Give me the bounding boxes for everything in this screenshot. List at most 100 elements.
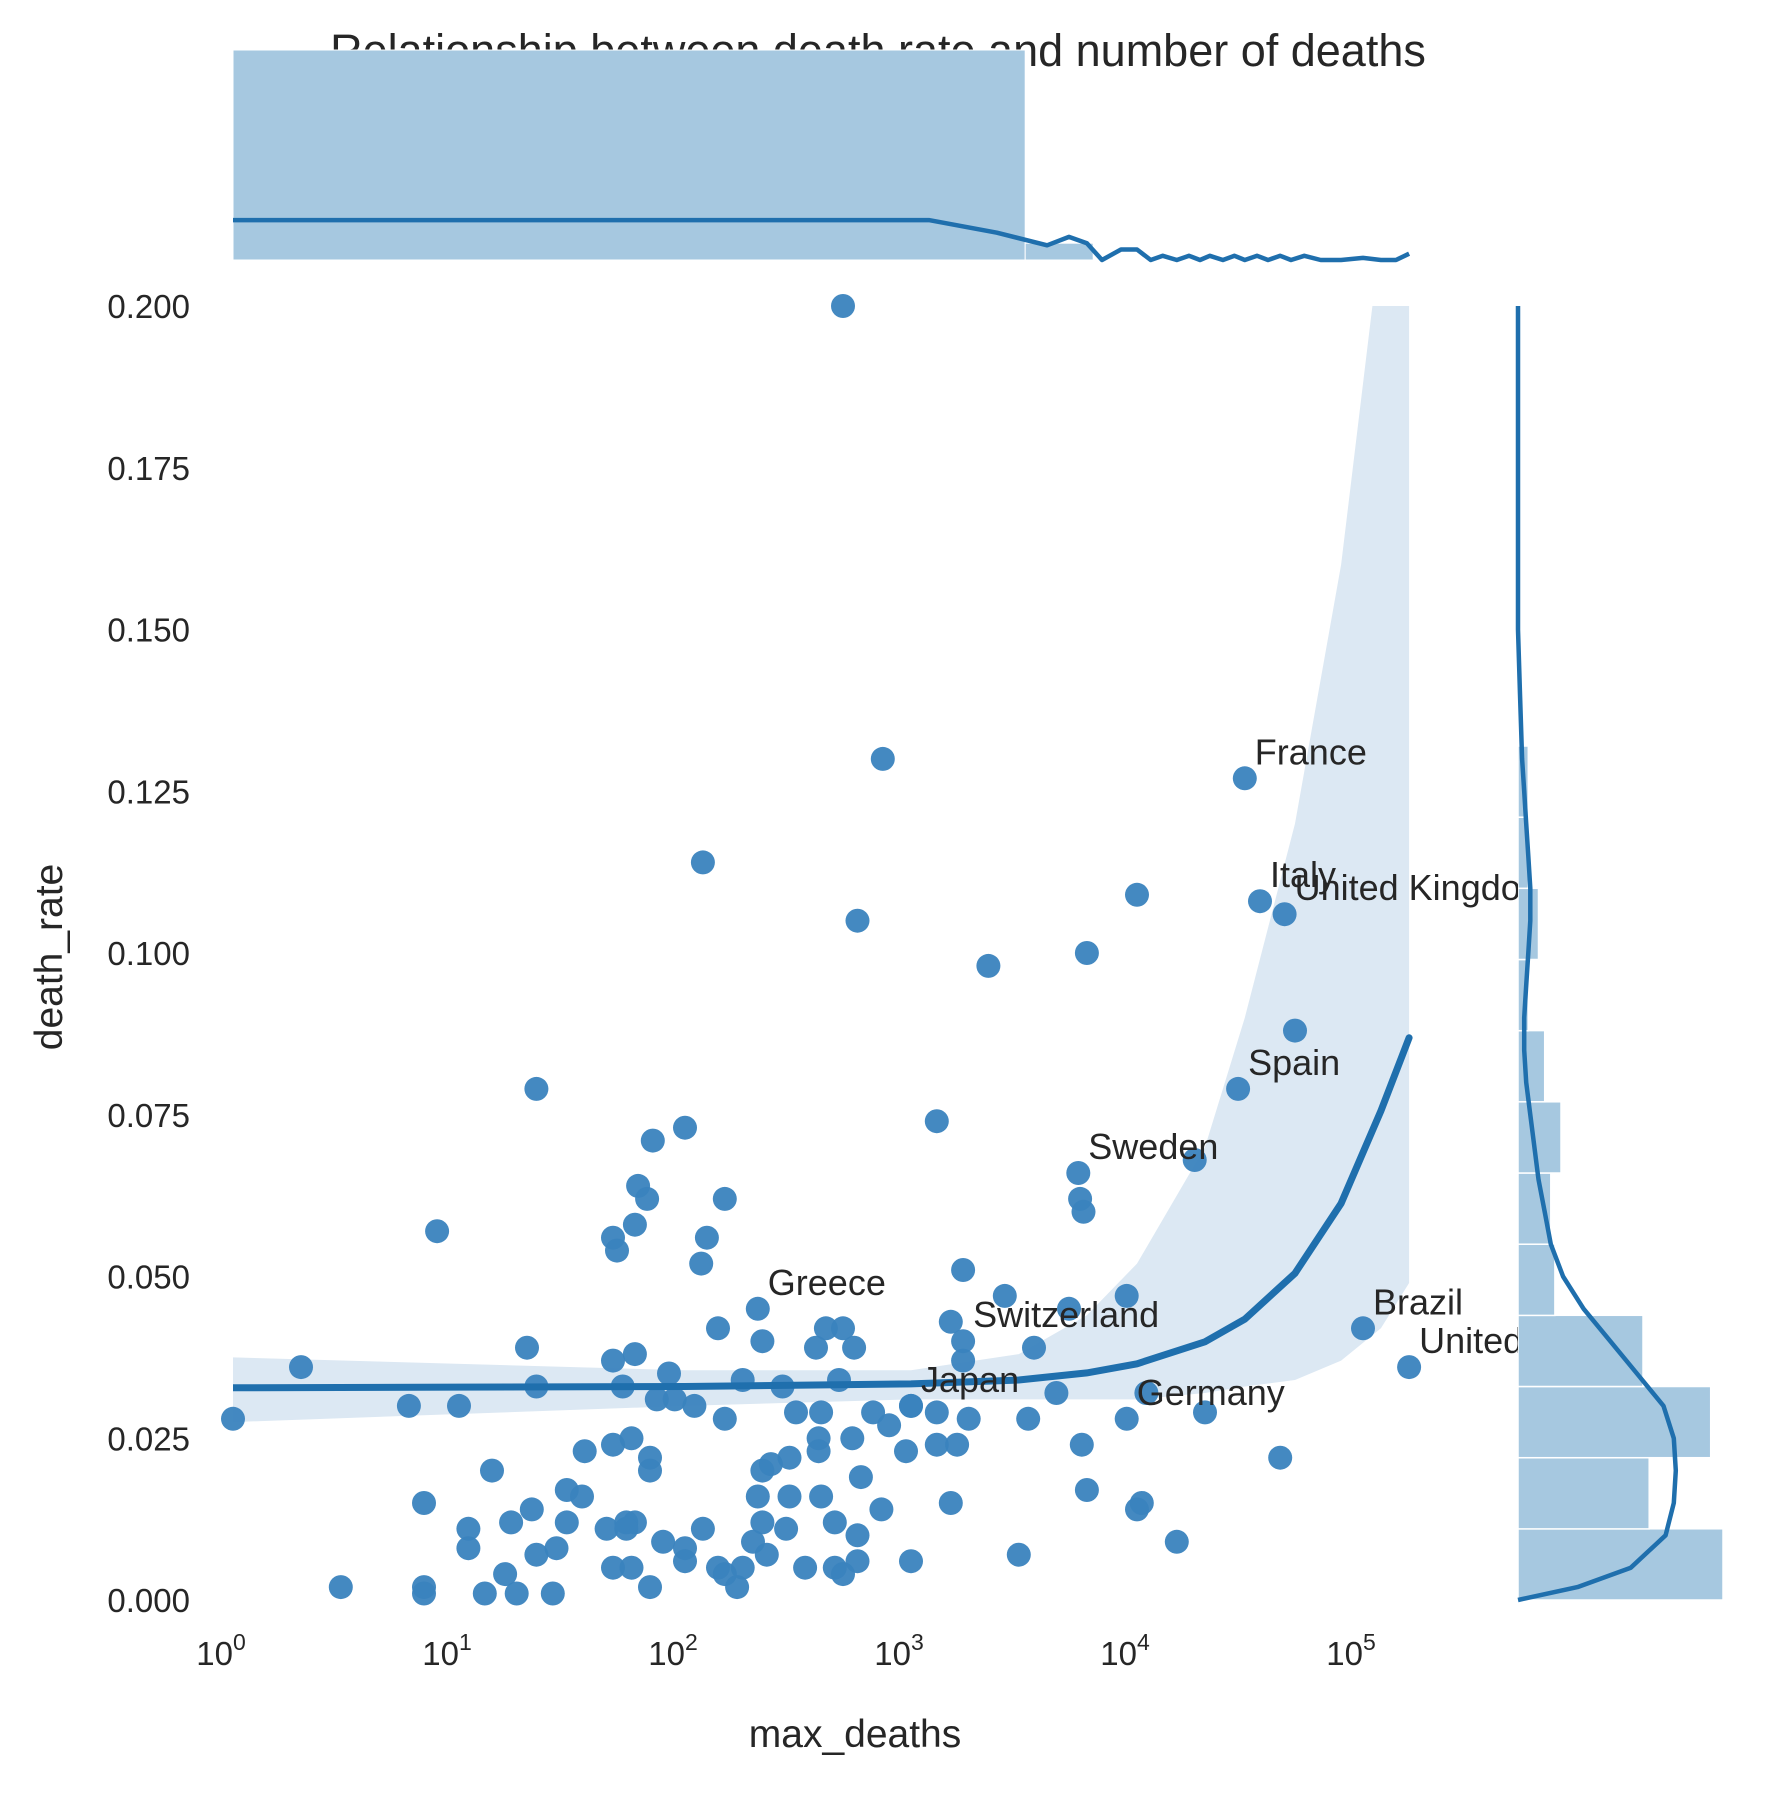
data-point bbox=[689, 1251, 714, 1276]
data-point bbox=[750, 1329, 775, 1354]
data-point bbox=[1016, 1406, 1041, 1431]
data-point bbox=[412, 1581, 436, 1606]
x-axis-ticks: 100 101 102 103 104 105 bbox=[196, 1629, 1376, 1672]
data-point bbox=[619, 1426, 644, 1451]
data-point bbox=[619, 1555, 644, 1580]
data-point bbox=[842, 1335, 867, 1360]
data-point bbox=[777, 1484, 802, 1509]
point-label: United Kingdom bbox=[1295, 867, 1551, 908]
data-point bbox=[673, 1115, 697, 1140]
data-point bbox=[945, 1432, 970, 1457]
data-point bbox=[992, 1283, 1017, 1308]
data-point bbox=[1129, 1491, 1154, 1515]
data-point bbox=[813, 1316, 838, 1341]
point-label: Japan bbox=[921, 1359, 1019, 1400]
y-marginal-bar bbox=[1517, 1101, 1562, 1174]
point-label: Germany bbox=[1137, 1372, 1285, 1413]
data-point bbox=[712, 1406, 737, 1431]
data-point bbox=[1022, 1335, 1046, 1360]
data-point bbox=[544, 1536, 569, 1561]
data-point bbox=[924, 1400, 949, 1425]
data-point bbox=[806, 1439, 831, 1464]
point-label: Sweden bbox=[1088, 1126, 1218, 1167]
data-point bbox=[480, 1458, 504, 1483]
data-point bbox=[456, 1536, 481, 1561]
data-point bbox=[840, 1426, 865, 1451]
y-tick-label: 0.025 bbox=[107, 1420, 190, 1457]
data-point bbox=[540, 1581, 565, 1606]
data-point-labeled bbox=[1248, 889, 1272, 914]
x-tick-label: 101 bbox=[422, 1629, 472, 1672]
x-marginal-kde bbox=[233, 217, 1411, 263]
x-marginal-bar bbox=[1024, 242, 1094, 261]
data-point bbox=[622, 1212, 647, 1237]
data-point bbox=[1193, 1400, 1217, 1425]
data-point bbox=[809, 1484, 834, 1509]
data-point bbox=[640, 1128, 665, 1153]
data-point bbox=[1164, 1529, 1189, 1554]
data-point bbox=[793, 1555, 818, 1580]
data-point-labeled bbox=[1351, 1316, 1375, 1341]
data-point-labeled bbox=[1397, 1355, 1422, 1380]
data-point bbox=[976, 953, 1001, 978]
data-point bbox=[622, 1342, 647, 1367]
data-point bbox=[651, 1529, 676, 1554]
data-point bbox=[822, 1510, 847, 1535]
data-point bbox=[745, 1484, 770, 1509]
data-point-labeled bbox=[1066, 1161, 1091, 1185]
data-point bbox=[638, 1458, 662, 1483]
x-tick-label: 104 bbox=[1100, 1629, 1150, 1672]
data-point bbox=[572, 1439, 597, 1464]
y-marginal-bar bbox=[1517, 1528, 1724, 1601]
point-label: Greece bbox=[768, 1262, 886, 1303]
data-point bbox=[524, 1076, 549, 1101]
data-point bbox=[425, 1219, 450, 1244]
y-tick-label: 0.075 bbox=[107, 1097, 190, 1134]
data-point bbox=[690, 1516, 715, 1541]
data-point bbox=[831, 1316, 855, 1341]
data-point bbox=[472, 1581, 497, 1606]
data-point bbox=[1182, 1148, 1207, 1172]
data-point bbox=[682, 1393, 707, 1418]
x-tick-label: 105 bbox=[1326, 1629, 1376, 1672]
data-point bbox=[635, 1186, 660, 1211]
y-axis-title: death_rate bbox=[28, 864, 71, 1051]
data-point bbox=[614, 1516, 639, 1541]
data-point-labeled bbox=[899, 1393, 923, 1418]
data-point bbox=[831, 294, 855, 318]
point-label: United States bbox=[1419, 1320, 1635, 1361]
x-tick-label: 100 bbox=[196, 1629, 246, 1672]
data-point bbox=[657, 1361, 681, 1386]
y-tick-label: 0.100 bbox=[107, 935, 190, 972]
x-marginal-bar bbox=[232, 49, 1026, 261]
y-tick-label: 0.050 bbox=[107, 1259, 190, 1296]
data-point bbox=[951, 1258, 976, 1282]
data-point bbox=[456, 1516, 481, 1541]
data-point bbox=[809, 1400, 834, 1425]
data-point bbox=[221, 1406, 245, 1431]
x-tick-label: 103 bbox=[874, 1629, 924, 1672]
point-label: Switzerland bbox=[973, 1294, 1159, 1335]
data-point bbox=[1071, 1199, 1096, 1224]
x-axis-title: max_deaths bbox=[749, 1713, 961, 1756]
data-point-labeled bbox=[1114, 1406, 1139, 1431]
data-point bbox=[1268, 1445, 1293, 1470]
data-point bbox=[924, 1432, 949, 1457]
data-point bbox=[1134, 1381, 1159, 1405]
data-point bbox=[673, 1549, 697, 1574]
y-tick-label: 0.125 bbox=[107, 773, 190, 810]
data-point bbox=[1044, 1381, 1069, 1405]
data-point bbox=[694, 1225, 719, 1250]
data-point bbox=[1074, 1478, 1099, 1502]
data-point-labeled bbox=[1232, 766, 1257, 791]
data-point bbox=[706, 1316, 730, 1341]
y-marginal-kde bbox=[1515, 306, 1679, 1603]
data-point bbox=[447, 1393, 471, 1418]
data-point bbox=[601, 1555, 625, 1580]
data-point bbox=[758, 1452, 783, 1477]
data-point bbox=[1125, 882, 1149, 907]
data-point bbox=[804, 1335, 828, 1360]
